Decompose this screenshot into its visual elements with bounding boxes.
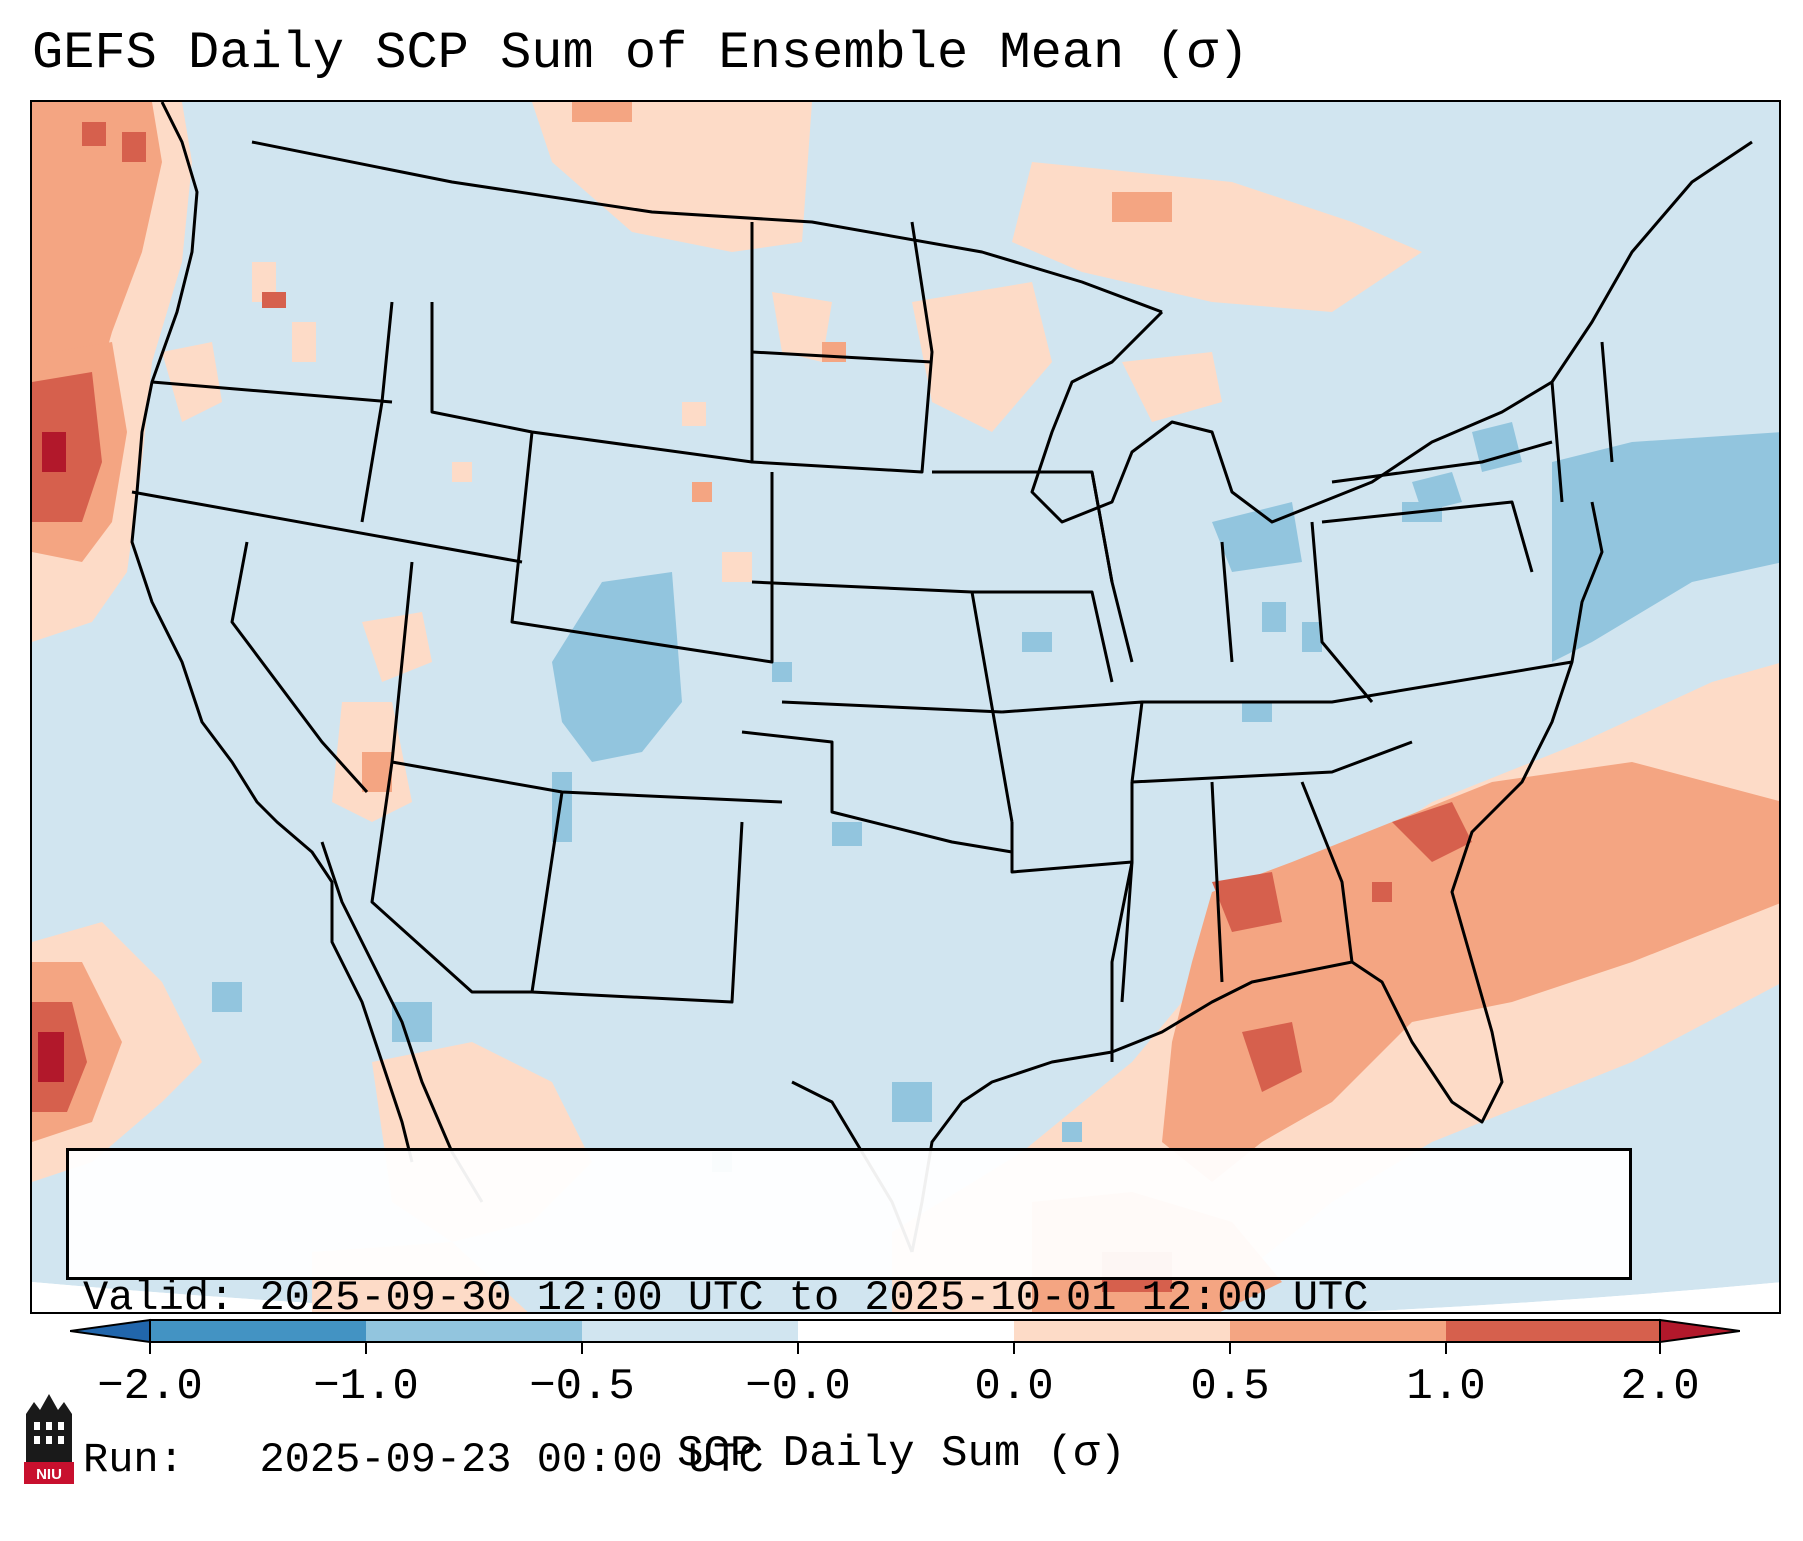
anomaly-pacific-northwest xyxy=(32,102,192,642)
map-title: GEFS Daily SCP Sum of Ensemble Mean (σ) xyxy=(32,24,1249,83)
colorbar-ticks xyxy=(149,1342,1661,1354)
ca-nv xyxy=(230,541,369,794)
az-nm xyxy=(370,761,532,994)
ut-co xyxy=(390,561,783,804)
map-svg xyxy=(32,102,1779,1312)
colorbar-bin-7 xyxy=(1446,1320,1660,1342)
state-borders xyxy=(130,102,1753,1253)
ia-mo xyxy=(972,590,1114,683)
tick-label: 1.0 xyxy=(1406,1362,1486,1412)
colorbar-bin-4 xyxy=(798,1320,1014,1342)
valid-run-box: Valid: 2025-09-30 12:00 UTC to 2025-10-0… xyxy=(66,1148,1632,1484)
canada-border xyxy=(251,140,1163,314)
ky-tn xyxy=(1142,660,1573,704)
colorbar-bin-5 xyxy=(1014,1320,1230,1342)
logo-red-band xyxy=(24,1462,74,1484)
coastline-west xyxy=(130,102,414,1163)
tn-south xyxy=(1131,740,1413,784)
tick-label: −0.5 xyxy=(529,1362,635,1412)
id-east xyxy=(360,301,394,523)
map-panel xyxy=(30,100,1781,1314)
colorbar-over-triangle xyxy=(1659,1318,1740,1344)
ks-ok xyxy=(781,700,1003,714)
nm-tx xyxy=(530,791,744,1004)
great-lakes-shore xyxy=(1030,140,1753,524)
anomaly-scattered-midpos xyxy=(262,102,1172,792)
logo-text: NIU xyxy=(36,1466,62,1483)
tick-label: 0.5 xyxy=(1190,1362,1270,1412)
logo-window-grid xyxy=(34,1422,64,1444)
niu-logo: NIU xyxy=(24,1394,74,1484)
nd-sd xyxy=(751,350,933,364)
colorbar-bin-3 xyxy=(582,1320,798,1342)
pa-ny xyxy=(1321,440,1553,573)
dakotas xyxy=(750,221,934,474)
colorbar-label: SCP Daily Sum (σ) xyxy=(677,1429,1126,1479)
wa-or xyxy=(151,380,393,404)
wy-box xyxy=(510,431,774,664)
colorbar-outline xyxy=(149,1319,1661,1343)
run-label: Run: xyxy=(83,1436,235,1484)
tick-label: −1.0 xyxy=(313,1362,419,1412)
il-in-oh xyxy=(1090,471,1374,703)
ms-al xyxy=(1120,781,1224,1003)
run-row: Run: 2025-09-23 00:00 UTC xyxy=(83,1433,1629,1487)
mt-south xyxy=(430,302,753,464)
ok-tx xyxy=(741,730,1013,854)
valid-value: 2025-09-30 12:00 UTC to 2025-10-01 12:00… xyxy=(259,1274,1369,1322)
colorbar-bin-1 xyxy=(150,1320,366,1342)
tick-label: 0.0 xyxy=(974,1362,1054,1412)
tick-label: −2.0 xyxy=(97,1362,203,1412)
tick-label: 2.0 xyxy=(1620,1362,1700,1412)
ne-states xyxy=(1550,341,1614,503)
anomaly-east-pacific xyxy=(32,922,202,1182)
map-domain-edge xyxy=(32,1282,1779,1312)
or-ca-nv xyxy=(131,490,523,564)
colorbar-bin-2 xyxy=(366,1320,582,1342)
valid-row: Valid: 2025-09-30 12:00 UTC to 2025-10-0… xyxy=(83,1271,1629,1325)
run-value: 2025-09-23 00:00 UTC xyxy=(259,1436,764,1484)
tick-label: −0.0 xyxy=(745,1362,851,1412)
east-coast xyxy=(1351,501,1604,1124)
colorbar-bin-6 xyxy=(1230,1320,1446,1342)
ga-sc xyxy=(1300,781,1354,963)
colorbar-under-triangle xyxy=(70,1318,151,1344)
valid-label: Valid: xyxy=(83,1274,235,1322)
colorbar xyxy=(70,1318,1740,1354)
